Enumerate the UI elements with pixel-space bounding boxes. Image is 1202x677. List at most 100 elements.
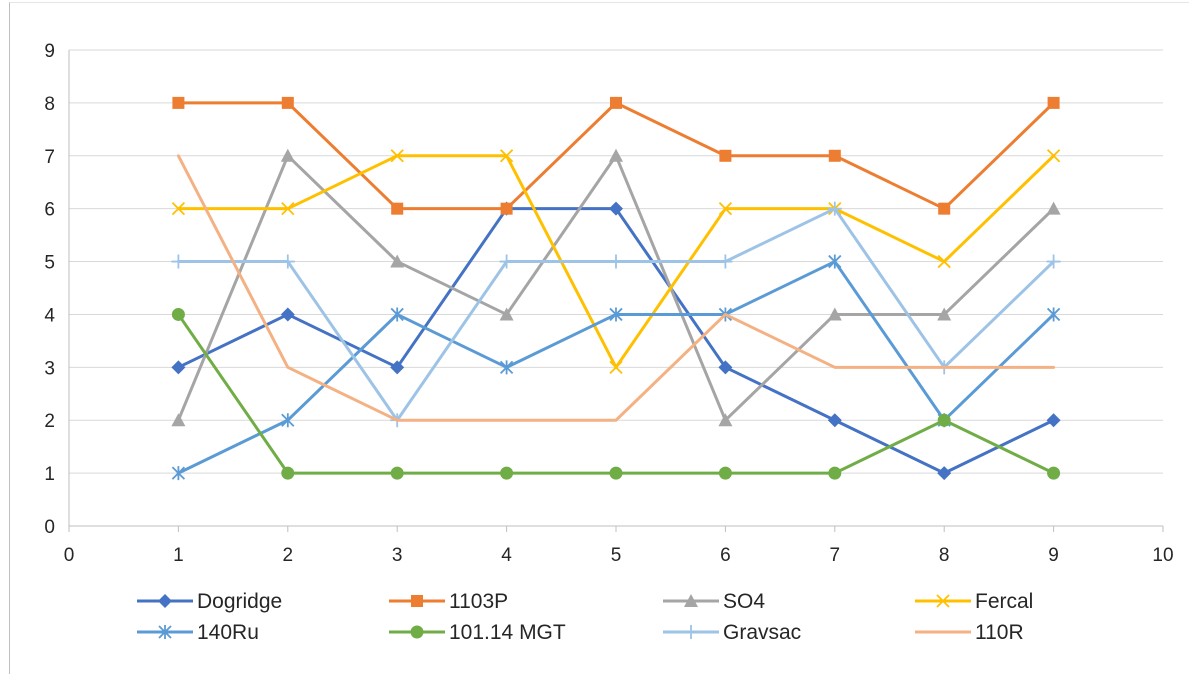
data-point-fercal-3: [390, 149, 404, 163]
data-point-dogridge-2: [280, 307, 295, 322]
legend-label-110r: 110R: [975, 621, 1024, 644]
data-point-gravsac-7: [827, 201, 842, 216]
data-point-1103p-4: [500, 202, 513, 215]
x-tick-label-3: 3: [392, 545, 403, 566]
data-point-1103p-7: [828, 149, 841, 162]
x-tick-label-0: 0: [64, 545, 75, 566]
legend-label-101-14-mgt: 101.14 MGT: [449, 621, 566, 644]
y-tick-label-9: 9: [44, 41, 55, 62]
data-point-140ru-5: [609, 307, 623, 322]
legend-swatch-marker-dogridge: [158, 594, 172, 608]
legend-label-1103p: 1103P: [449, 590, 508, 613]
y-tick-label-6: 6: [44, 200, 55, 221]
legend-label-so4: SO4: [723, 590, 765, 613]
y-tick-label-4: 4: [44, 305, 55, 326]
data-point-so4-4: [499, 307, 514, 321]
data-point-dogridge-8: [937, 466, 952, 481]
series-line-110r: [176, 154, 1056, 422]
data-point-101-14-mgt-5: [609, 466, 623, 480]
data-point-so4-2: [280, 148, 295, 162]
data-point-1103p-6: [719, 149, 732, 162]
data-point-fercal-4: [499, 149, 514, 163]
y-tick-label-1: 1: [44, 464, 55, 485]
data-point-fercal-6: [718, 202, 733, 216]
data-point-so4-7: [827, 307, 842, 321]
legend-swatch-marker-so4: [684, 594, 698, 607]
y-tick-label-7: 7: [44, 147, 55, 168]
data-point-fercal-2: [281, 202, 295, 216]
data-point-140ru-3: [390, 307, 404, 322]
data-point-140ru-2: [281, 413, 295, 428]
legend-entry-dogridge: Dogridge: [137, 590, 282, 613]
x-tick-label-10: 10: [1152, 545, 1173, 566]
x-tick-label-1: 1: [173, 545, 184, 566]
data-point-dogridge-1: [171, 360, 186, 375]
legend-label-gravsac: Gravsac: [723, 621, 801, 644]
legend-entry-fercal: Fercal: [915, 590, 1033, 613]
legend-entry-110r: 110R: [915, 621, 1024, 644]
x-tick-label-2: 2: [283, 545, 294, 566]
x-tick-label-5: 5: [611, 545, 622, 566]
data-point-101-14-mgt-8: [937, 413, 951, 427]
data-point-140ru-7: [828, 254, 842, 269]
data-point-so4-9: [1046, 201, 1061, 215]
legend-label-dogridge: Dogridge: [197, 590, 282, 613]
series-line-101-14-mgt: [176, 312, 1056, 475]
data-point-1103p-1: [172, 96, 185, 109]
legend-swatch-marker-1103p: [411, 595, 423, 607]
y-tick-label-2: 2: [44, 411, 55, 432]
data-point-dogridge-9: [1046, 413, 1061, 428]
data-point-so4-8: [937, 307, 952, 321]
data-point-so4-1: [171, 413, 186, 427]
data-point-101-14-mgt-9: [1047, 466, 1061, 480]
data-point-101-14-mgt-4: [500, 466, 514, 480]
x-tick-label-9: 9: [1048, 545, 1059, 566]
legend-label-fercal: Fercal: [975, 590, 1033, 613]
data-point-fercal-5: [609, 360, 623, 374]
y-tick-label-8: 8: [44, 94, 55, 115]
data-point-fercal-9: [1046, 149, 1061, 163]
data-point-so4-6: [718, 413, 733, 427]
data-point-gravsac-5: [609, 254, 623, 269]
data-point-so4-3: [390, 254, 405, 268]
y-tick-label-0: 0: [44, 517, 55, 538]
data-point-1103p-8: [938, 202, 951, 215]
legend-label-140ru: 140Ru: [197, 621, 259, 644]
data-point-dogridge-3: [390, 360, 405, 375]
data-point-gravsac-4: [499, 254, 514, 269]
y-tick-label-3: 3: [44, 358, 55, 379]
data-point-101-14-mgt-1: [171, 307, 185, 321]
legend-swatch-marker-gravsac: [684, 625, 698, 639]
data-point-fercal-8: [937, 254, 951, 269]
data-point-dogridge-5: [609, 201, 623, 216]
data-point-101-14-mgt-7: [828, 466, 842, 480]
data-point-dogridge-6: [718, 360, 733, 375]
legend-swatch-marker-140ru: [158, 625, 172, 639]
data-point-1103p-5: [610, 96, 622, 109]
data-point-gravsac-6: [718, 254, 733, 269]
data-point-140ru-9: [1046, 307, 1061, 322]
data-point-gravsac-1: [171, 254, 186, 269]
data-point-140ru-4: [499, 360, 514, 375]
data-point-1103p-9: [1047, 96, 1060, 109]
y-tick-label-5: 5: [44, 253, 55, 274]
legend-entry-gravsac: Gravsac: [663, 621, 801, 644]
data-point-101-14-mgt-6: [718, 466, 732, 480]
legend-swatch-marker-101-14-mgt: [410, 625, 424, 639]
data-point-101-14-mgt-2: [281, 466, 295, 480]
data-point-gravsac-9: [1046, 254, 1061, 269]
x-tick-label-7: 7: [830, 545, 841, 566]
x-tick-label-4: 4: [501, 545, 512, 566]
series-line-so4: [176, 154, 1056, 422]
data-point-gravsac-2: [280, 254, 295, 269]
data-point-dogridge-7: [827, 413, 842, 428]
data-point-fercal-1: [171, 202, 186, 216]
data-point-1103p-2: [281, 96, 294, 109]
x-tick-label-8: 8: [939, 545, 950, 566]
legend-entry-140ru: 140Ru: [137, 621, 259, 644]
legend-entry-so4: SO4: [663, 590, 765, 613]
legend-entry-1103p: 1103P: [389, 590, 508, 613]
chart-frame: [9, 2, 1189, 674]
data-point-1103p-3: [391, 202, 404, 215]
